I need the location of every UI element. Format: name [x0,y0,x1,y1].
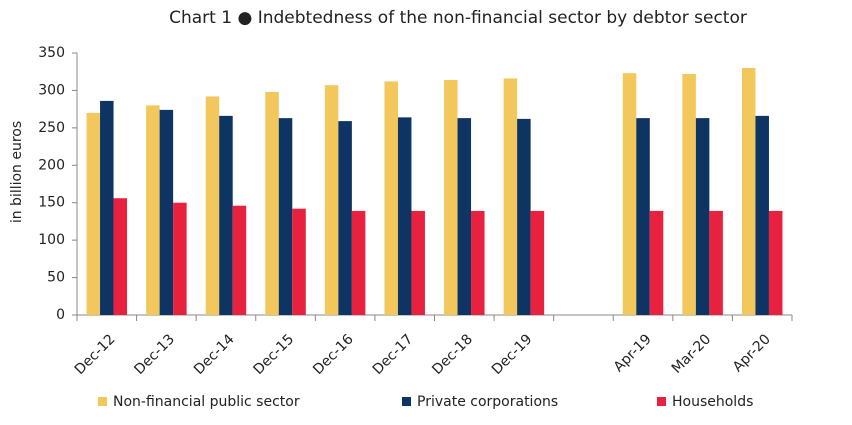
bar [292,208,306,315]
bar [384,81,398,316]
y-tick-label: 250 [38,120,65,136]
bar [636,118,650,315]
bar [517,118,531,315]
bar [503,78,518,315]
y-tick-label: 150 [38,195,65,211]
x-tick-label: Apr-20 [730,331,774,375]
bar [444,79,458,315]
y-tick-label: 300 [38,82,65,98]
bar [471,210,485,315]
bar [86,112,101,315]
bar [682,73,696,316]
bar [741,67,756,315]
legend-label: Non-financial public sector [113,394,300,410]
bar [709,210,723,315]
x-tick-label: Dec-16 [310,331,357,378]
bar [457,118,472,315]
bar [622,73,637,315]
chart-title: Chart 1 ● Indebtedness of the non-financ… [169,8,747,28]
bar [278,118,293,315]
y-tick-label: 350 [38,45,65,61]
y-tick-label: 100 [38,232,65,248]
x-tick-label: Dec-15 [251,331,298,378]
x-tick-label: Apr-19 [611,331,655,375]
y-tick-label: 200 [38,157,65,173]
bar [265,91,279,315]
bar [324,85,339,315]
bar [100,100,114,315]
bar [159,109,174,316]
x-tick-label: Mar-20 [669,331,715,377]
bar [219,115,233,315]
bar [205,96,220,315]
bar [113,198,128,315]
bar [768,210,783,315]
legend-swatch [657,397,666,406]
x-tick-label: Dec-12 [72,331,119,378]
y-axis-label: in billion euros [9,121,25,223]
bar [146,105,160,316]
x-tick-label: Dec-17 [370,331,417,378]
bar [411,210,425,315]
x-tick-label: Dec-19 [489,331,536,378]
bar [755,115,769,315]
bar [351,210,366,315]
bar [338,121,352,316]
bar [173,202,187,315]
legend-swatch [98,397,107,406]
bar [695,118,710,315]
y-tick-label: 50 [47,270,65,286]
x-tick-label: Dec-14 [191,331,238,378]
legend-label: Households [672,394,753,410]
bar [397,117,412,316]
legend-swatch [402,397,411,406]
legend-label: Private corporations [417,394,558,410]
y-tick-label: 0 [56,307,65,323]
bar [530,210,545,315]
x-tick-label: Dec-18 [429,331,476,378]
bar [649,210,664,315]
bar [232,205,247,315]
x-tick-label: Dec-13 [131,331,178,378]
